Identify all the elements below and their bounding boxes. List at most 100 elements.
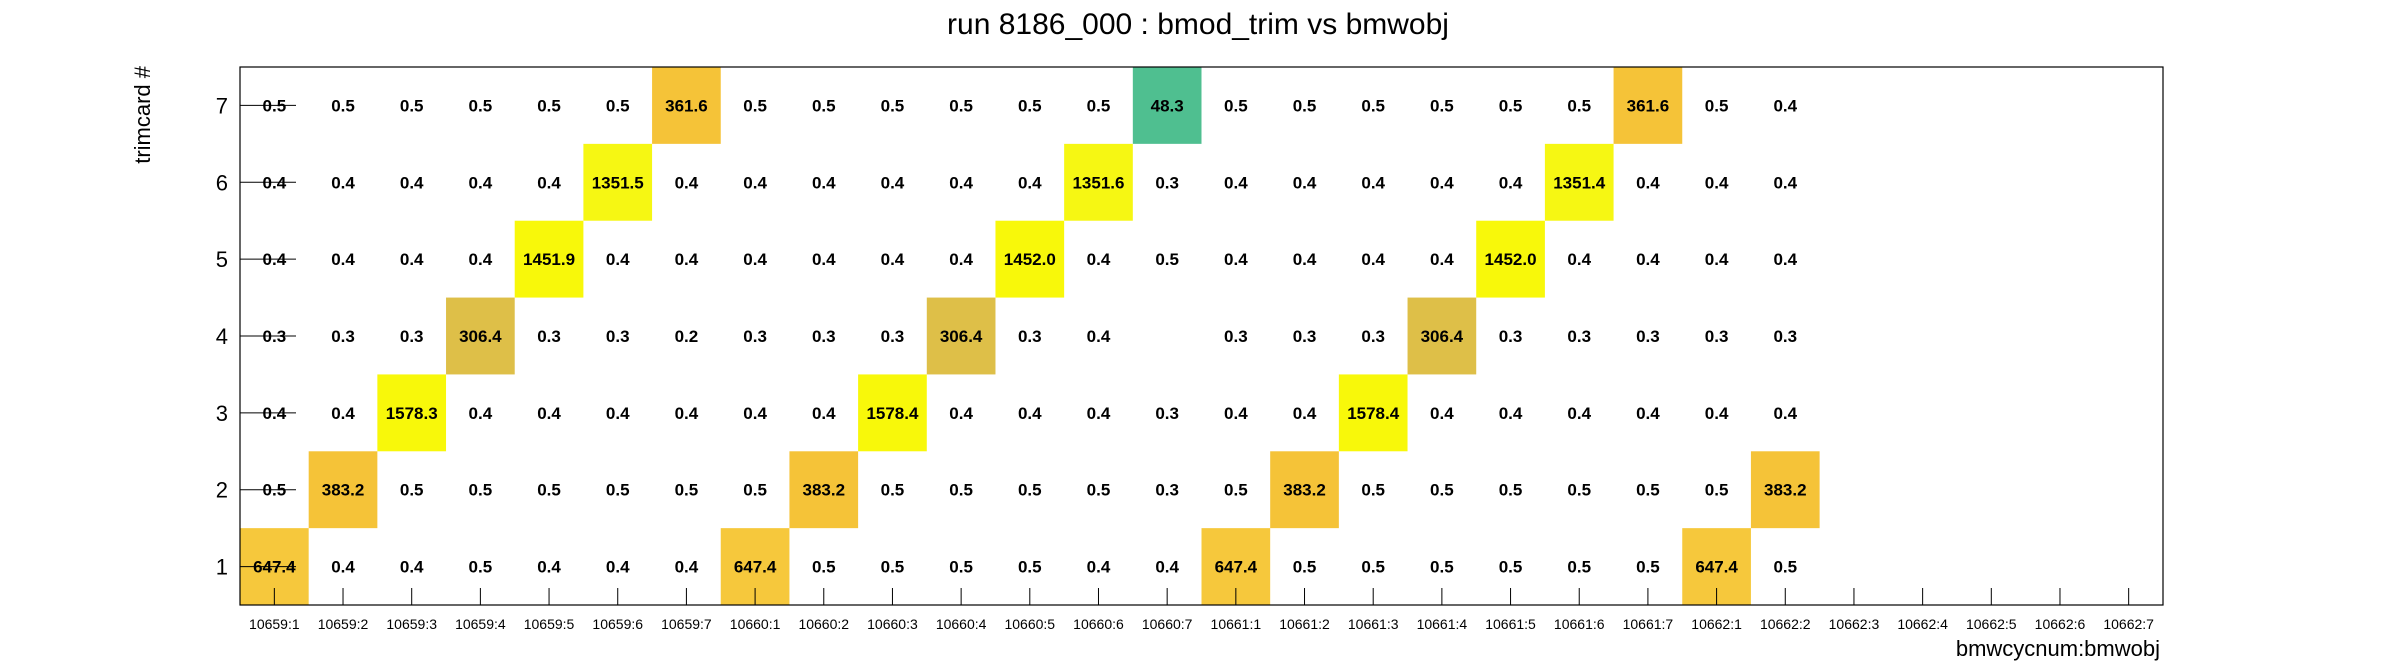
heatmap-cell	[583, 143, 653, 221]
x-tick-label: 10662:5	[1966, 616, 2017, 632]
cell-value-label: 0.4	[400, 250, 424, 269]
cell-value-label: 48.3	[1151, 96, 1184, 115]
y-tick-label: 2	[216, 478, 228, 503]
cell-value-label: 0.3	[812, 327, 836, 346]
cell-value-label: 647.4	[1215, 558, 1258, 577]
x-tick-label: 10661:4	[1417, 616, 1468, 632]
heatmap-cell	[1132, 67, 1202, 144]
cell-value-label: 0.5	[812, 558, 836, 577]
cell-value-label: 0.4	[812, 250, 836, 269]
cell-value-label: 0.5	[1705, 96, 1729, 115]
cell-value-label: 0.4	[1499, 173, 1523, 192]
cell-value-label: 0.4	[1224, 404, 1248, 423]
cell-value-label: 0.4	[1705, 173, 1729, 192]
cell-value-label: 306.4	[1421, 327, 1464, 346]
cell-value-label: 0.4	[469, 250, 493, 269]
cell-value-label: 0.3	[1155, 404, 1179, 423]
cell-value-label: 0.4	[606, 558, 630, 577]
cell-value-label: 0.5	[400, 481, 424, 500]
cell-value-label: 0.4	[1087, 327, 1111, 346]
heatmap-cell	[1407, 297, 1477, 375]
cell-value-label: 0.3	[1705, 327, 1729, 346]
cell-value-label: 0.3	[1293, 327, 1317, 346]
cell-value-label: 0.2	[675, 327, 699, 346]
cell-value-label: 0.3	[1018, 327, 1042, 346]
cell-value-label: 0.4	[537, 558, 561, 577]
cell-value-label: 0.5	[743, 481, 767, 500]
cell-value-label: 0.4	[1430, 404, 1454, 423]
cell-value-label: 1351.6	[1072, 173, 1124, 192]
x-tick-label: 10660:3	[867, 616, 918, 632]
cell-value-label: 0.5	[1018, 96, 1042, 115]
cell-value-label: 0.5	[1361, 481, 1385, 500]
cell-value-label: 0.3	[1361, 327, 1385, 346]
cell-value-label: 0.4	[1293, 173, 1317, 192]
heatmap-cell	[308, 451, 378, 529]
cell-value-label: 0.3	[400, 327, 424, 346]
cell-value-label: 0.3	[1773, 327, 1797, 346]
y-tick-label: 5	[216, 247, 228, 272]
cell-value-label: 0.3	[1567, 327, 1591, 346]
cell-value-label: 0.4	[1430, 173, 1454, 192]
cell-value-label: 0.4	[1636, 404, 1660, 423]
cell-value-label: 306.4	[459, 327, 502, 346]
cell-value-label: 0.4	[675, 404, 699, 423]
axes: 1 2 3 4 5 6 7 10659:1 10659:2 10659:3 10659:4 10659…	[216, 66, 2164, 632]
cell-value-label: 0.5	[537, 96, 561, 115]
cell-value-label: 0.5	[949, 481, 973, 500]
cell-value-label: 0.5	[881, 96, 905, 115]
cell-value-label: 0.5	[1430, 558, 1454, 577]
cell-value-label: 0.4	[1636, 250, 1660, 269]
cell-value-label: 0.4	[331, 558, 355, 577]
cell-value-label: 1452.0	[1004, 250, 1056, 269]
heatmap-cell	[377, 374, 447, 452]
x-tick-label: 10660:6	[1073, 616, 1124, 632]
cell-value-labels: 0.5 0.5 0.5 0.5 0.5 0.5 361.6 0.5 0.5 0.5 0.5 0.5 0.…	[253, 96, 1806, 576]
cell-value-label: 383.2	[802, 481, 845, 500]
cell-value-label: 0.4	[1567, 404, 1591, 423]
cell-value-label: 0.5	[469, 558, 493, 577]
heatmap-cell	[446, 297, 515, 375]
x-tick-label: 10662:7	[2103, 616, 2154, 632]
cell-value-label: 0.5	[1499, 558, 1523, 577]
cell-value-label: 0.5	[1636, 481, 1660, 500]
cell-value-label: 0.4	[1705, 250, 1729, 269]
cell-value-label: 1578.4	[1347, 404, 1400, 423]
cell-value-label: 1451.9	[523, 250, 575, 269]
cell-value-label: 0.4	[1567, 250, 1591, 269]
cell-value-label: 1351.4	[1553, 173, 1606, 192]
x-tick-label: 10661:6	[1554, 616, 1605, 632]
cell-value-label: 0.4	[812, 404, 836, 423]
cell-value-label: 0.4	[675, 173, 699, 192]
cell-value-label: 0.4	[1773, 173, 1797, 192]
cell-value-label: 0.4	[537, 173, 561, 192]
cell-value-label: 0.5	[537, 481, 561, 500]
cell-value-label: 0.4	[469, 404, 493, 423]
cell-value-label: 0.4	[606, 404, 630, 423]
cell-value-label: 0.4	[1224, 173, 1248, 192]
x-tick-label: 10661:5	[1485, 616, 1536, 632]
y-axis-title: trimcard #	[130, 65, 155, 164]
cell-value-label: 0.5	[1293, 558, 1317, 577]
x-tick-label: 10662:1	[1691, 616, 1742, 632]
cell-value-label: 0.5	[606, 481, 630, 500]
cell-value-label: 0.5	[606, 96, 630, 115]
cell-value-label: 0.4	[743, 404, 767, 423]
cell-value-label: 0.4	[1293, 404, 1317, 423]
cell-value-label: 0.5	[1567, 96, 1591, 115]
cell-value-label: 361.6	[665, 96, 708, 115]
cell-value-label: 0.4	[1499, 404, 1523, 423]
x-tick-label: 10661:1	[1211, 616, 1262, 632]
cell-value-label: 0.5	[1567, 481, 1591, 500]
cell-value-label: 0.5	[400, 96, 424, 115]
cell-value-label: 0.3	[1499, 327, 1523, 346]
x-tick-label: 10659:1	[249, 616, 300, 632]
cell-value-label: 0.5	[1087, 481, 1111, 500]
heatmap-cell	[858, 374, 927, 452]
y-tick-label: 6	[216, 170, 228, 195]
x-tick-label: 10659:2	[318, 616, 369, 632]
cell-value-label: 0.5	[1224, 96, 1248, 115]
cell-value-label: 0.4	[1018, 404, 1042, 423]
y-tick-label: 1	[216, 555, 228, 580]
cell-value-label: 0.3	[743, 327, 767, 346]
